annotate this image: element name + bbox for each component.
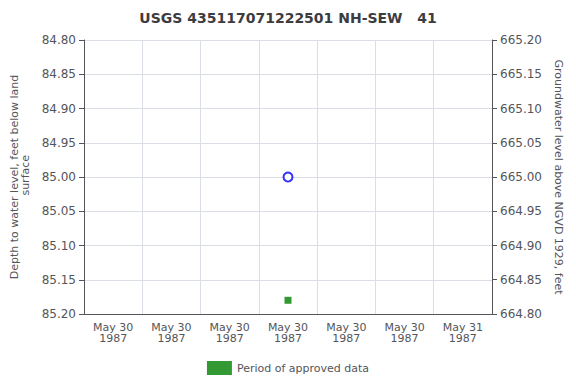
svg-text:85.15: 85.15 (42, 273, 76, 287)
svg-text:84.90: 84.90 (42, 102, 76, 116)
svg-text:664.95: 664.95 (500, 204, 542, 218)
svg-text:85.10: 85.10 (42, 239, 76, 253)
svg-text:1987: 1987 (332, 332, 360, 345)
svg-text:665.15: 665.15 (500, 67, 542, 81)
svg-text:USGS 435117071222501 NH-SEW: USGS 435117071222501 NH-SEW 41 (139, 10, 436, 26)
svg-text:664.80: 664.80 (500, 307, 542, 321)
svg-text:664.85: 664.85 (500, 273, 542, 287)
svg-text:665.10: 665.10 (500, 102, 542, 116)
svg-text:84.85: 84.85 (42, 67, 76, 81)
svg-text:May 30: May 30 (384, 321, 425, 334)
svg-text:surface: surface (19, 155, 32, 199)
svg-text:85.05: 85.05 (42, 204, 76, 218)
svg-text:1987: 1987 (391, 332, 419, 345)
svg-text:84.80: 84.80 (42, 33, 76, 47)
svg-text:84.95: 84.95 (42, 136, 76, 150)
svg-text:Depth to water level, feet bel: Depth to water level, feet below land (7, 74, 21, 280)
svg-text:665.20: 665.20 (500, 33, 542, 47)
svg-text:1987: 1987 (449, 332, 477, 345)
svg-text:665.00: 665.00 (500, 170, 542, 184)
svg-text:1987: 1987 (216, 332, 244, 345)
svg-text:May 30: May 30 (93, 321, 134, 334)
svg-text:May 31: May 31 (442, 321, 483, 334)
svg-text:May 30: May 30 (151, 321, 192, 334)
svg-text:Groundwater level above NGVD 1: Groundwater level above NGVD 1929, feet (552, 59, 565, 295)
svg-text:1987: 1987 (157, 332, 185, 345)
svg-text:Period of approved data: Period of approved data (237, 362, 369, 375)
svg-text:1987: 1987 (274, 332, 302, 345)
svg-text:664.90: 664.90 (500, 239, 542, 253)
svg-text:1987: 1987 (99, 332, 127, 345)
svg-text:85.00: 85.00 (42, 170, 76, 184)
svg-text:85.20: 85.20 (42, 307, 76, 321)
svg-text:665.05: 665.05 (500, 136, 542, 150)
svg-text:May 30: May 30 (209, 321, 250, 334)
svg-text:May 30: May 30 (326, 321, 367, 334)
svg-text:May 30: May 30 (267, 321, 309, 334)
